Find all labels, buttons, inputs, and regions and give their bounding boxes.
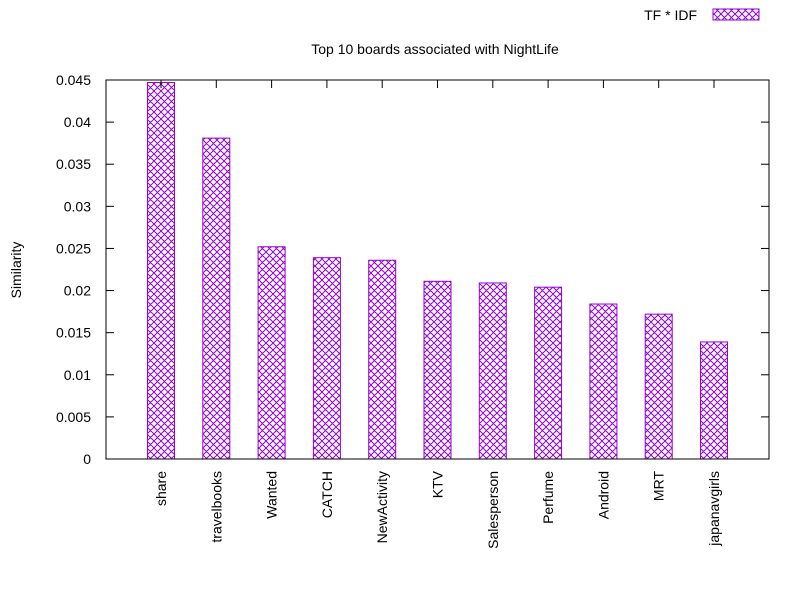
- chart-title: Top 10 boards associated with NightLife: [311, 41, 559, 57]
- bar-ktv: [423, 280, 452, 460]
- x-tick-label: share: [153, 471, 169, 506]
- legend: TF * IDF: [644, 7, 760, 23]
- bars: [147, 82, 728, 460]
- bar-newactivity: [368, 259, 397, 460]
- plot-frame: [105, 79, 770, 460]
- x-tick-label: Wanted: [264, 471, 280, 519]
- x-tick-label: KTV: [430, 470, 446, 498]
- y-axis-label: Similarity: [8, 242, 24, 299]
- y-tick-label: 0.02: [64, 283, 91, 299]
- y-tick-label: 0.025: [56, 240, 91, 256]
- bar-mrt: [644, 313, 673, 460]
- y-axis: 0 0.005 0.01 0.015 0.02 0.025 0.03 0.035 0.04 0.0…: [56, 72, 769, 467]
- bar-japanavgirls: [700, 341, 728, 460]
- x-tick-label: MRT: [651, 471, 667, 502]
- y-tick-label: 0.045: [56, 72, 91, 88]
- bar-travelbooks: [202, 137, 231, 460]
- y-tick-label: 0.01: [64, 367, 91, 383]
- legend-swatch: [712, 8, 760, 21]
- legend-label: TF * IDF: [644, 7, 697, 23]
- x-tick-label: Android: [595, 471, 611, 519]
- y-tick-label: 0.04: [64, 114, 91, 130]
- x-tick-label: japanavgirls: [706, 471, 722, 547]
- bar-android: [589, 303, 618, 460]
- x-axis: share travelbooks Wanted CATCH NewActivity KT…: [153, 80, 722, 549]
- bar-salesperson: [478, 282, 507, 460]
- y-tick-label: 0.005: [56, 409, 91, 425]
- x-tick-label: travelbooks: [208, 471, 224, 543]
- x-tick-label: NewActivity: [374, 471, 390, 543]
- x-tick-label: Perfume: [540, 471, 556, 524]
- bar-wanted: [257, 246, 286, 460]
- x-tick-label: CATCH: [319, 471, 335, 518]
- y-tick-label: 0: [83, 451, 91, 467]
- x-tick-label: Salesperson: [485, 471, 501, 549]
- bar-catch: [312, 257, 341, 460]
- bar-share: [147, 82, 175, 460]
- bar-perfume: [534, 286, 563, 460]
- y-tick-label: 0.035: [56, 156, 91, 172]
- y-tick-label: 0.03: [64, 198, 91, 214]
- y-tick-label: 0.015: [56, 325, 91, 341]
